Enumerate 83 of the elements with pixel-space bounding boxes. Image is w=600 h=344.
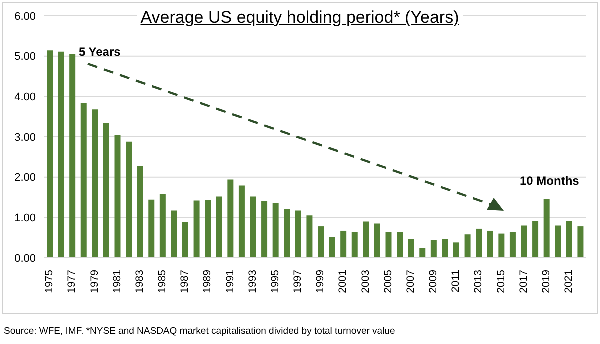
x-tick-label: 1993 [246, 270, 259, 294]
y-tick-label: 3.00 [14, 132, 36, 144]
y-tick-label: 0.00 [14, 252, 36, 265]
annotation: 5 Years [79, 45, 121, 59]
bar [487, 230, 494, 258]
y-tick-label: 1.00 [14, 212, 36, 225]
x-tick-label: 2005 [382, 270, 394, 294]
bar [430, 240, 437, 258]
bar [262, 201, 268, 258]
y-tick-label: 6.00 [14, 10, 36, 23]
bar [544, 200, 550, 258]
bar [194, 200, 200, 258]
annotation: 10 Months [520, 174, 580, 188]
bar [70, 54, 76, 258]
x-tick-label: 2003 [360, 270, 372, 294]
x-tick-label: 1985 [156, 270, 169, 294]
x-tick-label: 2015 [495, 270, 508, 294]
bar [476, 228, 482, 258]
x-tick-label: 1989 [202, 270, 214, 294]
bar [454, 242, 460, 258]
bar [318, 226, 324, 258]
bar [420, 248, 426, 258]
x-tick-label: 2013 [472, 270, 485, 294]
bar [250, 196, 256, 258]
bar [521, 226, 528, 258]
bar [464, 234, 471, 258]
x-tick-label: 2009 [428, 270, 440, 294]
y-tick-label: 5.00 [14, 51, 36, 64]
x-tick-label: 2017 [518, 270, 530, 294]
bar [386, 232, 392, 258]
bar [578, 226, 584, 258]
bar [216, 196, 222, 258]
bar [340, 230, 347, 258]
x-tick-label: 1983 [134, 270, 146, 294]
x-tick-label: 1999 [314, 270, 327, 294]
bar [329, 237, 336, 258]
x-tick-label: 2021 [563, 270, 576, 294]
bar [566, 221, 572, 258]
bar [374, 224, 380, 258]
x-tick-label: 1991 [224, 270, 236, 294]
bar [47, 50, 53, 258]
bar [352, 232, 358, 258]
bar [295, 210, 302, 258]
bar [58, 52, 64, 258]
bar [171, 210, 178, 258]
bar [103, 123, 110, 258]
x-tick-label: 1979 [88, 270, 101, 294]
bar [306, 216, 313, 258]
bar [510, 232, 516, 258]
x-tick-label: 1987 [179, 270, 192, 294]
y-tick-label: 2.00 [14, 172, 36, 184]
bar [397, 232, 404, 258]
bar [205, 200, 212, 258]
x-tick-label: 2007 [404, 270, 417, 294]
source-note: Source: WFE, IMF. *NYSE and NASDAQ market capitalisation divided by total turnover value [4, 326, 396, 337]
y-tick-label: 4.00 [14, 92, 36, 104]
x-tick-label: 1981 [111, 270, 124, 294]
bar [182, 222, 188, 258]
bar [442, 239, 448, 258]
bar [284, 209, 290, 258]
bar [555, 226, 562, 258]
bar [137, 166, 144, 258]
bar [363, 222, 370, 258]
x-tick-label: 2011 [450, 270, 462, 293]
bar [498, 234, 505, 258]
bar [228, 180, 234, 258]
bar [126, 142, 132, 258]
x-tick-label: 2001 [337, 270, 350, 294]
bar [80, 104, 87, 258]
bar [114, 135, 121, 258]
x-tick-label: 2019 [540, 270, 552, 294]
chart-title: Average US equity holding period* (Years) [136, 8, 464, 27]
x-tick-label: 1997 [292, 270, 304, 294]
x-tick-label: 1975 [44, 270, 56, 294]
bar [148, 200, 155, 258]
bar [408, 239, 414, 258]
x-tick-label: 1995 [269, 270, 282, 294]
bar [532, 221, 539, 258]
bar [272, 204, 279, 258]
bar [160, 194, 166, 258]
x-tick-label: 1977 [66, 270, 78, 294]
bar [238, 186, 245, 258]
bar [92, 110, 98, 258]
